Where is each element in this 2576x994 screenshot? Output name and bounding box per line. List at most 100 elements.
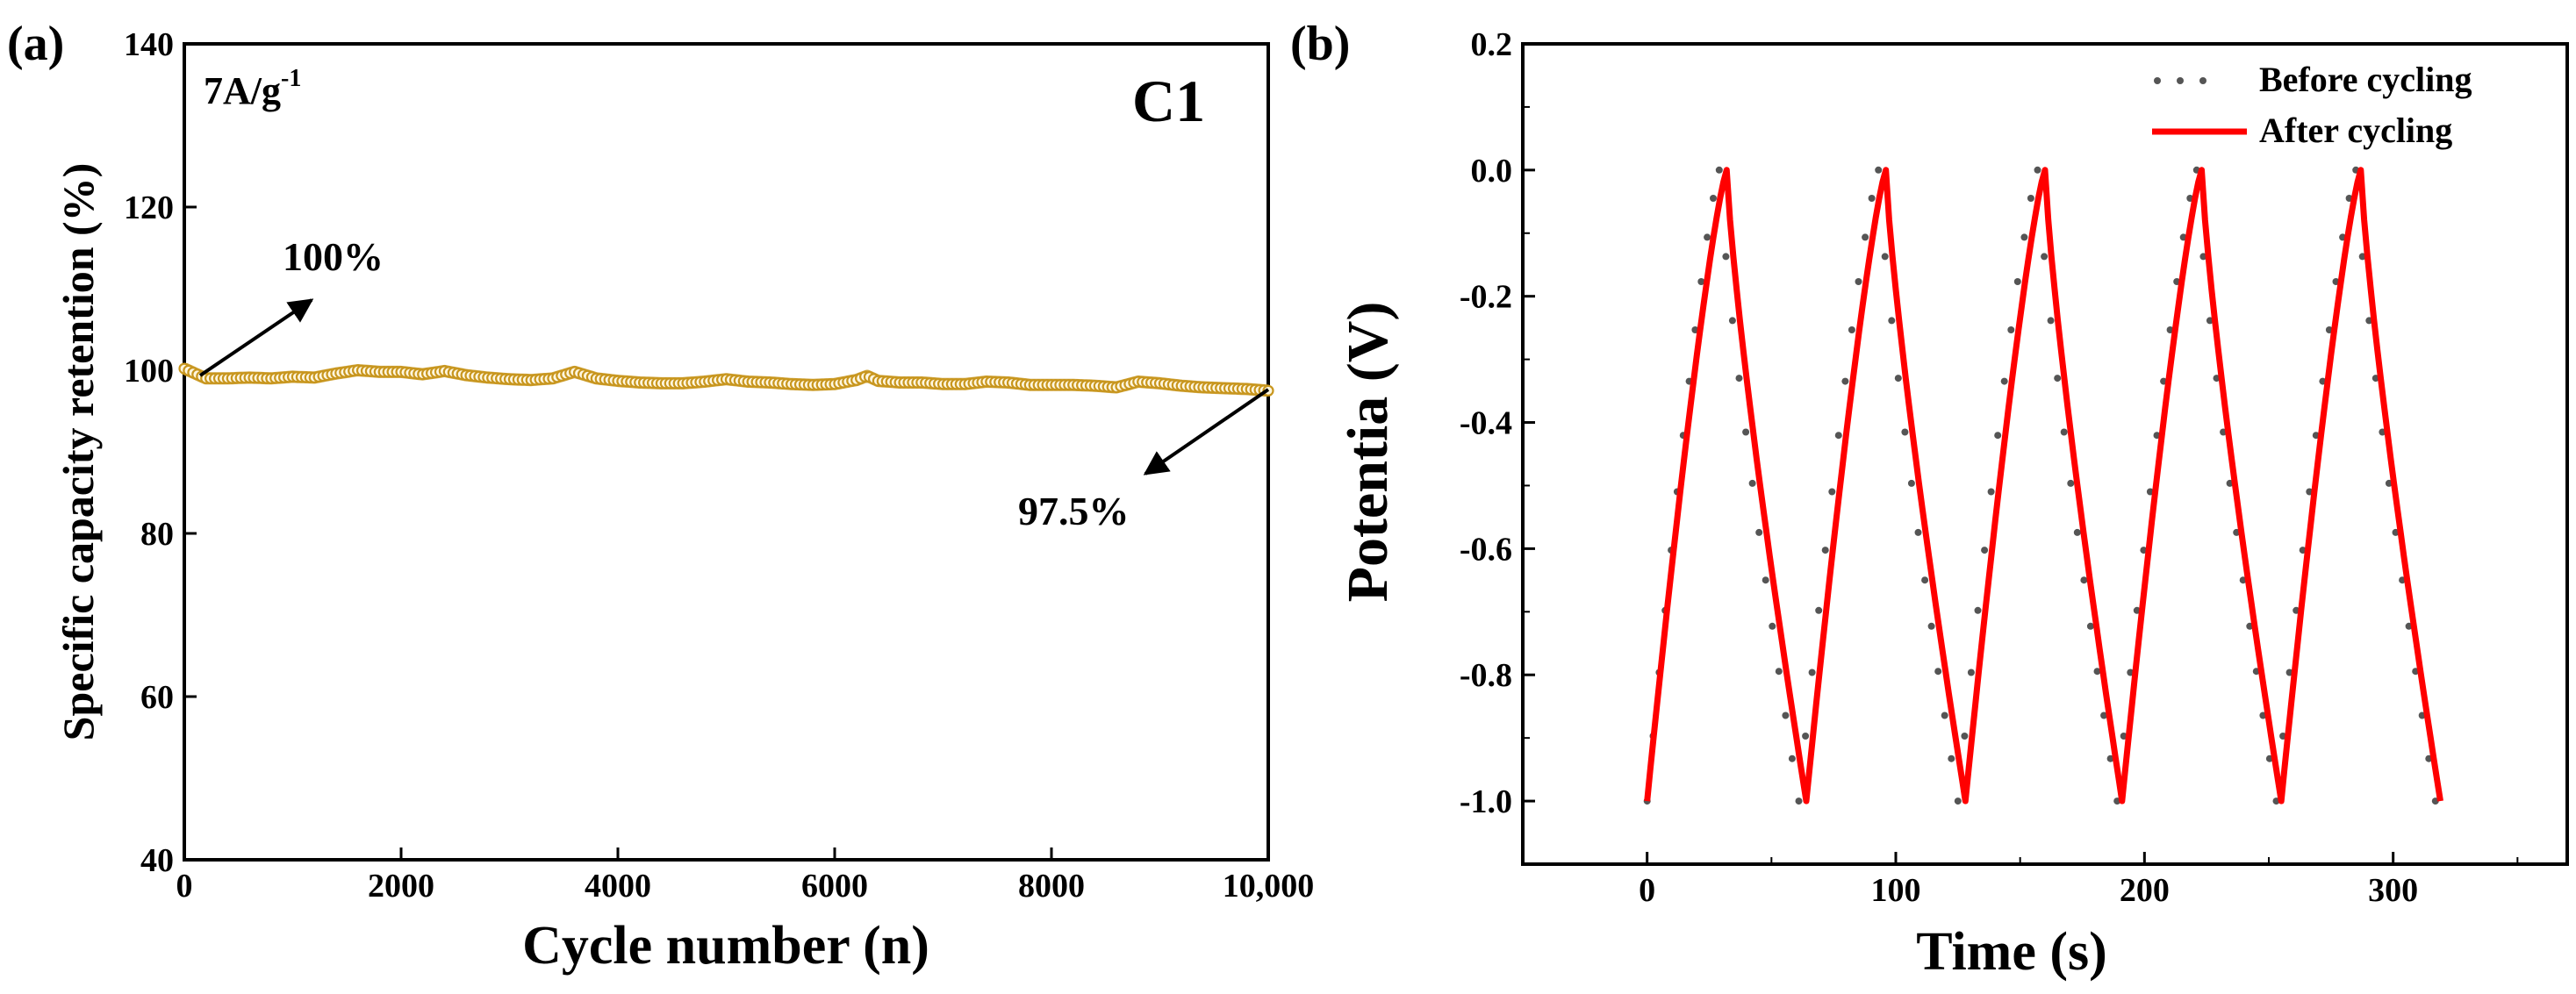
before-cycling-point [1782, 712, 1790, 719]
before-cycling-point [2067, 479, 2075, 487]
after-cycling-line [1644, 167, 2443, 804]
x-tick-label-b: 100 [1871, 872, 1921, 909]
before-cycling-point [2073, 528, 2081, 536]
annotation-100: 100% [283, 234, 384, 279]
before-cycling-point [1862, 233, 1869, 241]
before-cycling-point [1821, 547, 1829, 554]
before-cycling-point [1802, 733, 1810, 740]
before-cycling-point [1974, 606, 1982, 614]
before-cycling-point [1841, 377, 1849, 385]
before-cycling-point [2007, 326, 2015, 333]
before-cycling-point [1994, 432, 2002, 440]
panel-b-label: (b) [1290, 17, 1350, 71]
series-c1 [178, 362, 1274, 397]
before-cycling-point [1808, 669, 1816, 676]
before-cycling-point [1715, 166, 1723, 174]
x-axis-b: 0 100 200 300 [1522, 852, 2519, 909]
x-axis-a: 0 2000 4000 6000 8000 10,000 [176, 847, 1315, 905]
before-cycling-point [1828, 488, 1836, 496]
before-cycling-point [1834, 432, 1842, 440]
before-cycling-point [2020, 233, 2028, 241]
before-cycling-point [2013, 278, 2021, 285]
y-tick-label-a: 100 [124, 353, 174, 390]
legend-marker-before [2154, 77, 2206, 84]
before-cycling-point [2199, 253, 2207, 261]
before-cycling-point [1795, 797, 1803, 805]
y-tick-label-b: -0.6 [1460, 531, 1512, 568]
before-cycling-point [1901, 428, 1909, 436]
y-tick-label-b: -1.0 [1460, 783, 1512, 820]
before-cycling-point [1815, 606, 1823, 614]
chart-b: (b) -1.0 -0.8 -0.6 -0.4 -0.2 0.0 0.2 0 100 200 30… [1290, 17, 2569, 982]
before-cycling-point [2034, 166, 2041, 174]
before-cycling-point [1927, 622, 1935, 630]
before-cycling-point [2054, 375, 2062, 383]
before-cycling-point [1967, 669, 1975, 676]
before-cycling-point [1948, 754, 1955, 762]
rate-label: 7A/g-1 [204, 65, 301, 112]
x-axis-label-b: Time (s) [1916, 922, 2107, 982]
before-cycling-point [1868, 195, 1876, 202]
x-tick-label-b: 0 [1639, 872, 1655, 909]
x-tick-label-a: 10,000 [1223, 868, 1315, 905]
annotation-97-5: 97.5% [1018, 489, 1130, 533]
before-cycling-point [1961, 733, 1969, 740]
before-cycling-point [1704, 233, 1711, 241]
y-tick-label-b: 0.0 [1471, 153, 1513, 190]
y-tick-label-b: 0.2 [1471, 26, 1513, 63]
legend-label-before: Before cycling [2259, 60, 2472, 99]
x-tick-label-a: 2000 [368, 868, 434, 905]
x-tick-label-a: 0 [176, 868, 193, 905]
x-tick-label-a: 4000 [585, 868, 651, 905]
before-cycling-point [1735, 375, 1743, 383]
before-cycling-point [1981, 547, 1989, 554]
before-cycling-point [2080, 576, 2088, 584]
y-tick-label-a: 140 [124, 26, 174, 63]
before-cycling-point [2027, 195, 2034, 202]
before-cycling-point [2047, 317, 2055, 325]
y-axis-label-b: Potentia (V) [1336, 302, 1400, 603]
series-group-b [1643, 166, 2443, 805]
chart-a: (a) 40 60 80 100 120 140 0 2000 4000 6000 8000 10,… [7, 17, 1314, 976]
before-cycling-point [1987, 488, 1995, 496]
before-cycling-point [1748, 479, 1756, 487]
before-cycling-point [1788, 754, 1796, 762]
before-cycling-point [1875, 166, 1883, 174]
before-cycling-point [1914, 528, 1922, 536]
y-tick-label-a: 80 [140, 516, 174, 553]
before-cycling-point [1710, 195, 1717, 202]
arrow-100 [198, 298, 314, 377]
panel-a-label: (a) [7, 17, 64, 71]
legend-label-after: After cycling [2259, 111, 2452, 150]
x-tick-label-b: 300 [2368, 872, 2418, 909]
y-axis-label-a: Specific capacity retention (%) [54, 163, 103, 741]
before-cycling-point [2093, 668, 2101, 676]
before-cycling-point [1755, 528, 1763, 536]
before-cycling-point [1697, 278, 1705, 285]
y-axis-b: -1.0 -0.8 -0.6 -0.4 -0.2 0.0 0.2 [1460, 26, 1535, 865]
before-cycling-point [1722, 253, 1730, 261]
before-cycling-point [1881, 253, 1889, 261]
before-cycling-point [1728, 317, 1736, 325]
plot-area-b [1521, 42, 2569, 866]
before-cycling-point [1921, 576, 1929, 584]
before-cycling-point [1855, 278, 1862, 285]
before-cycling-point [2060, 428, 2068, 436]
before-cycling-point [1934, 668, 1942, 676]
before-cycling-point [1769, 622, 1776, 630]
x-axis-label-a: Cycle number (n) [522, 916, 929, 976]
y-tick-label-a: 40 [140, 842, 174, 879]
y-tick-label-a: 60 [140, 679, 174, 716]
before-cycling-point [2100, 712, 2108, 719]
y-tick-label-b: -0.4 [1460, 405, 1512, 442]
legend: Before cycling After cycling [2152, 60, 2472, 150]
before-cycling-point [1848, 326, 1855, 333]
before-cycling-point [1941, 712, 1948, 719]
x-tick-label-b: 200 [2120, 872, 2170, 909]
plot-area-a [183, 42, 1270, 862]
before-cycling-point [1775, 668, 1783, 676]
y-tick-label-b: -0.8 [1460, 657, 1512, 694]
x-tick-label-a: 8000 [1018, 868, 1085, 905]
y-tick-label-a: 120 [124, 190, 174, 226]
